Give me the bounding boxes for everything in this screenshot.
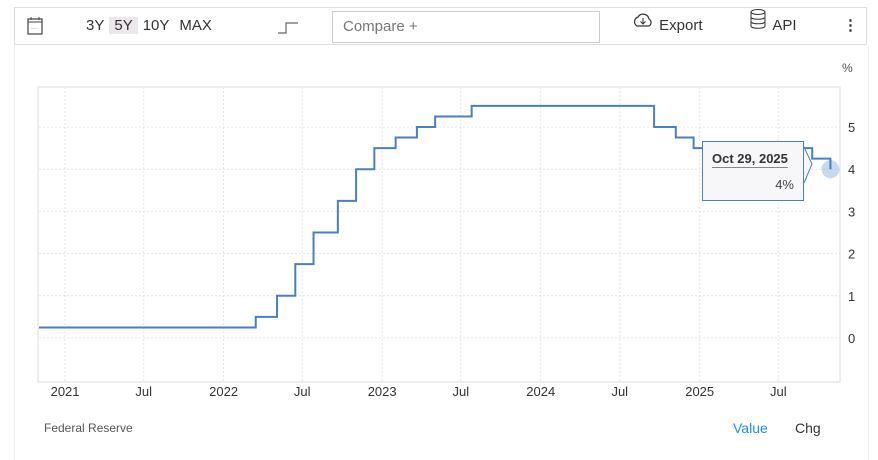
toolbar: ··· 3Y 5Y 10Y MAX Compare + Export API ⋮ (14, 7, 867, 45)
tooltip-pointer (803, 146, 813, 184)
calendar-icon[interactable]: ··· (25, 8, 45, 44)
x-tick-label: Jul (611, 384, 628, 399)
range-3y[interactable]: 3Y (86, 17, 105, 34)
y-tick-label: 5 (848, 120, 855, 135)
y-tick-label: 0 (848, 331, 855, 346)
compare-input[interactable]: Compare + (332, 11, 600, 43)
x-tick-label: Jul (452, 384, 469, 399)
step-chart-icon[interactable] (276, 8, 300, 44)
x-tick-label: 2021 (51, 384, 80, 399)
x-tick-label: Jul (294, 384, 311, 399)
more-menu-icon[interactable]: ⋮ (843, 17, 858, 34)
x-tick-label: 2024 (526, 384, 555, 399)
hover-marker (821, 160, 840, 179)
chart-panel (14, 45, 869, 460)
y-tick-label: 1 (848, 289, 855, 304)
series-line (39, 104, 832, 329)
export-button[interactable]: Export (631, 8, 703, 44)
plot-area (37, 86, 841, 383)
y-tick-label: 4 (848, 162, 855, 177)
range-10y[interactable]: 10Y (142, 17, 170, 34)
svg-text:···: ··· (31, 26, 37, 32)
range-max[interactable]: MAX (179, 17, 212, 34)
cloud-download-icon (631, 8, 655, 44)
range-5y[interactable]: 5Y (109, 17, 138, 34)
y-tick-label: 2 (848, 247, 855, 262)
source-label: Federal Reserve (44, 421, 133, 435)
export-label: Export (659, 17, 703, 34)
unit-label: % (842, 61, 853, 75)
x-tick-label: Jul (770, 384, 787, 399)
tooltip-date: Oct 29, 2025 (712, 151, 788, 168)
y-tick-label: 3 (848, 204, 855, 219)
tooltip-value: 4% (775, 177, 794, 192)
api-label: API (772, 17, 797, 34)
x-tick-label: Jul (135, 384, 152, 399)
tooltip: Oct 29, 2025 4% (702, 141, 804, 201)
x-tick-label: 2022 (209, 384, 238, 399)
database-icon (749, 8, 769, 44)
x-tick-label: 2025 (685, 384, 714, 399)
x-tick-label: 2023 (368, 384, 397, 399)
tab-value[interactable]: Value (733, 420, 768, 436)
api-button[interactable]: API (749, 8, 797, 44)
tab-chg[interactable]: Chg (795, 420, 821, 436)
